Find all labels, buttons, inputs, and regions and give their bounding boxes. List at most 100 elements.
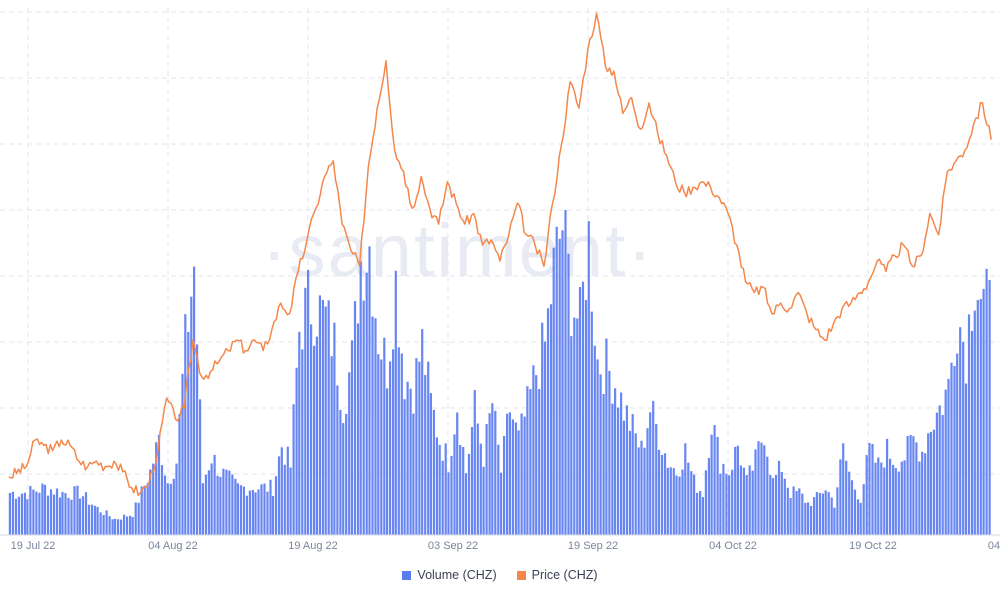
volume-bar: [602, 394, 605, 535]
legend-item-volume[interactable]: Volume (CHZ): [402, 568, 497, 582]
volume-bar: [611, 403, 614, 535]
volume-bar: [380, 359, 383, 535]
volume-bar: [14, 498, 17, 535]
volume-bar: [251, 490, 254, 535]
volume-bar: [374, 318, 377, 535]
volume-bar: [137, 502, 140, 535]
volume-bar: [523, 416, 526, 535]
volume-bar: [204, 474, 207, 535]
volume-bar: [710, 434, 713, 535]
volume-bar: [637, 447, 640, 535]
volume-bar: [432, 409, 435, 535]
volume-bar: [333, 322, 336, 535]
volume-bar: [660, 454, 664, 535]
volume-bar: [578, 287, 582, 535]
volume-bar: [228, 470, 231, 535]
volume-bar: [389, 361, 392, 535]
volume-bar: [760, 442, 763, 535]
volume-bar: [143, 485, 146, 535]
volume-bar: [903, 460, 906, 535]
volume-bar: [453, 434, 456, 535]
volume-bar: [836, 487, 839, 535]
volume-bar: [514, 422, 517, 535]
volume-bar: [699, 491, 702, 535]
volume-bar: [810, 506, 813, 535]
volume-bar: [780, 472, 783, 535]
volume-bar: [541, 322, 544, 535]
volume-bar: [900, 461, 903, 535]
volume-bar: [313, 345, 316, 535]
volume-bar: [38, 492, 41, 535]
volume-bar: [362, 300, 365, 535]
volume-bar: [538, 389, 541, 535]
volume-bar: [713, 425, 716, 535]
volume-bar: [181, 373, 184, 535]
volume-bar: [894, 468, 897, 535]
volume-bar: [403, 399, 406, 535]
volume-bar: [912, 436, 915, 535]
legend-item-price[interactable]: Price (CHZ): [516, 568, 598, 582]
volume-bar: [166, 483, 169, 535]
volume-bar: [169, 483, 172, 535]
volume-bar: [985, 268, 988, 535]
volume-bar: [356, 323, 360, 535]
volume-bar: [429, 393, 432, 535]
volume-bar: [824, 490, 827, 535]
volume-bar: [859, 502, 862, 535]
volume-bar: [742, 467, 745, 535]
price-line: [8, 12, 992, 497]
volume-bar: [564, 210, 567, 535]
volume-bar: [58, 497, 62, 535]
volume-bar: [46, 495, 50, 535]
volume-bar: [622, 420, 625, 535]
volume-bar: [605, 338, 608, 535]
volume-bar: [155, 442, 158, 535]
volume-bar: [248, 490, 251, 535]
volume-bar: [739, 465, 742, 535]
volume-bar: [78, 498, 82, 535]
volume-bar: [96, 507, 99, 535]
volume-bar: [274, 476, 278, 535]
volume-bar: [771, 478, 775, 535]
volume-bar: [801, 493, 804, 535]
volume-bar: [792, 486, 795, 535]
volume-bar: [29, 486, 32, 535]
volume-bar: [348, 372, 351, 535]
volume-bar: [310, 324, 313, 535]
volume-bar: [655, 423, 658, 535]
volume-bar: [862, 484, 865, 535]
volume-bar: [596, 359, 599, 535]
volume-bar: [178, 414, 181, 535]
volume-bar: [967, 314, 971, 535]
volume-bar: [848, 471, 851, 535]
volume-bar: [467, 453, 471, 535]
volume-bar: [751, 470, 754, 535]
volume-bar: [979, 299, 982, 535]
volume-bar: [129, 515, 132, 535]
volume-bar: [877, 457, 880, 535]
volume-bar: [587, 221, 590, 535]
volume-bar: [327, 300, 330, 535]
volume-bar: [163, 475, 167, 535]
volume-bar: [315, 336, 318, 535]
volume-bar: [617, 407, 620, 535]
volume-bar: [289, 467, 292, 535]
legend-swatch-price: [516, 570, 526, 580]
volume-bar: [263, 483, 266, 535]
volume-bar: [368, 246, 371, 535]
volume-bar: [87, 504, 91, 535]
volume-bar: [321, 300, 324, 535]
volume-bar: [719, 473, 722, 535]
volume-bar: [906, 436, 909, 535]
volume-bar: [222, 468, 225, 535]
volume-bar: [643, 447, 646, 535]
volume-bar: [187, 331, 190, 535]
volume-bar: [953, 366, 956, 535]
volume-bar: [535, 375, 538, 535]
volume-bar: [193, 266, 196, 535]
volume-bar: [330, 356, 333, 535]
volume-bar: [932, 429, 935, 535]
volume-bar: [196, 344, 199, 535]
volume-bar: [508, 412, 511, 535]
volume-bar: [409, 388, 412, 535]
